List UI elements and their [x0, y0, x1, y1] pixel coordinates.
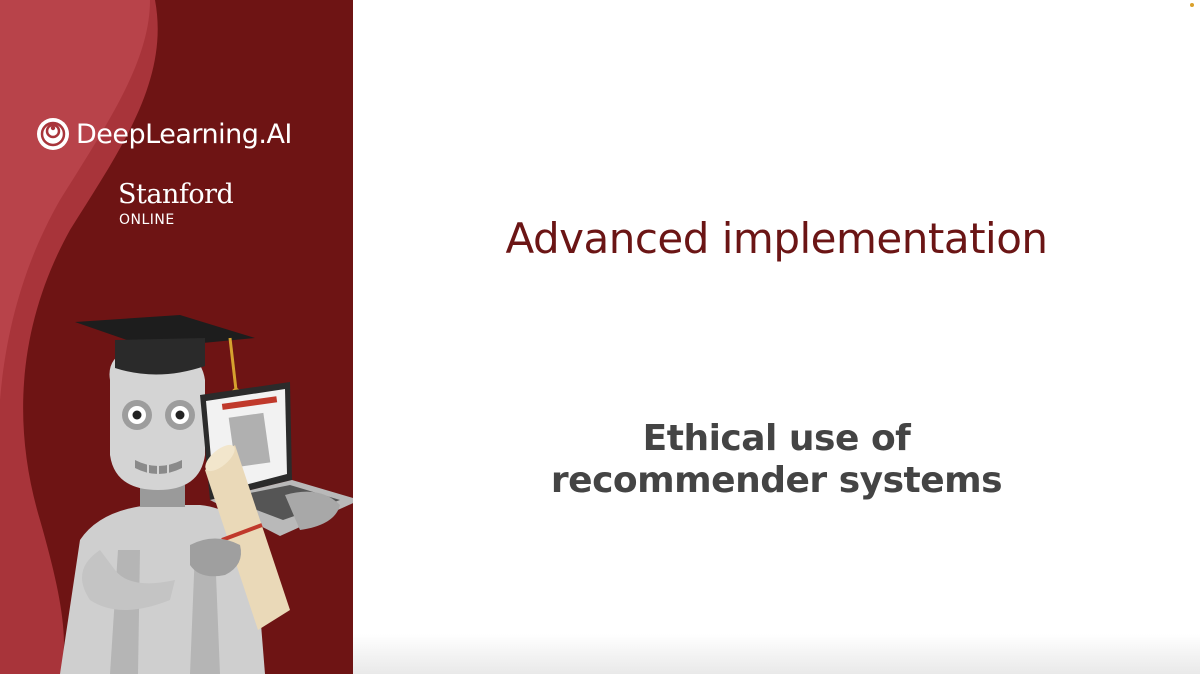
indicator-dot: [1190, 3, 1194, 7]
brand-name: DeepLearning.AI: [76, 118, 292, 150]
subtitle-line-2: recommender systems: [550, 460, 1003, 501]
slide-title: Advanced implementation: [505, 214, 1048, 263]
stanford-online-label: ONLINE: [119, 212, 175, 228]
deeplearning-ai-logo-icon: [37, 118, 69, 150]
branding-sidebar: DeepLearning.AI Stanford ONLINE: [0, 0, 353, 674]
deeplearning-ai-logo: DeepLearning.AI: [36, 116, 292, 152]
slide-content: Advanced implementation Ethical use of r…: [353, 0, 1200, 674]
graduate-robot-illustration: [60, 315, 353, 674]
stanford-wordmark: Stanford: [118, 179, 234, 210]
subtitle-line-1: Ethical use of: [642, 418, 911, 459]
slide-subtitle: Ethical use of recommender systems: [353, 418, 1200, 502]
